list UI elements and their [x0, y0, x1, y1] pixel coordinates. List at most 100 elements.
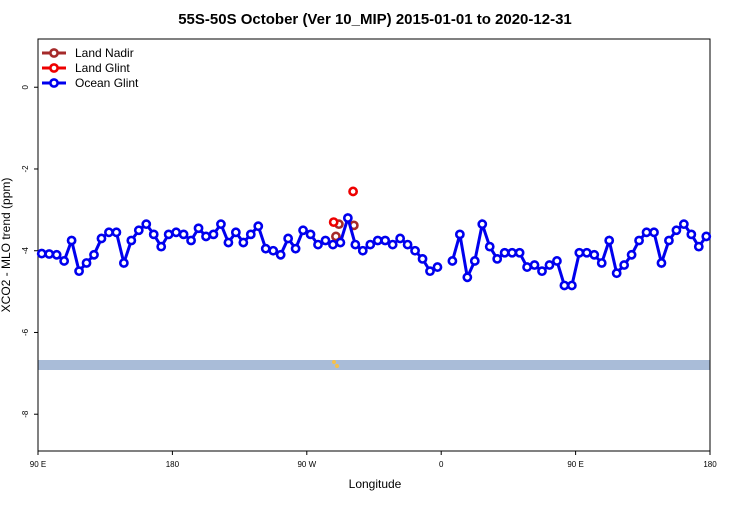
legend-swatch: [49, 63, 59, 73]
data-point: [331, 231, 341, 242]
data-point: [649, 227, 659, 238]
data-point: [156, 241, 167, 252]
data-point: [686, 229, 697, 240]
data-point: [566, 280, 577, 291]
data-point: [656, 258, 667, 268]
data-point: [253, 221, 264, 232]
data-point: [619, 260, 630, 270]
data-point: [365, 239, 376, 250]
data-point: [348, 186, 358, 197]
data-point: [201, 231, 211, 242]
data-point: [559, 280, 570, 291]
data-point: [141, 219, 152, 230]
y-tick-label: -6: [21, 328, 30, 336]
y-tick-label: 0: [21, 84, 30, 89]
data-point: [290, 243, 301, 254]
data-point: [395, 233, 406, 244]
legend-swatch: [49, 48, 59, 58]
data-point: [537, 266, 547, 277]
x-tick-label: 90 W: [297, 460, 316, 469]
data-point: [372, 235, 383, 246]
data-point: [589, 249, 600, 260]
data-point: [357, 245, 368, 256]
x-axis-label: Longitude: [349, 477, 402, 491]
data-point: [552, 256, 562, 266]
data-point: [186, 235, 196, 246]
data-point: [89, 249, 99, 260]
data-point: [350, 239, 361, 250]
chart-title: 55S-50S October (Ver 10_MIP) 2015-01-01 …: [178, 11, 572, 28]
data-point: [305, 229, 316, 240]
data-point: [81, 258, 92, 268]
data-point: [641, 227, 652, 238]
data-point: [701, 231, 712, 242]
data-point: [298, 225, 308, 236]
data-point: [469, 256, 480, 266]
data-point: [171, 227, 182, 238]
data-point: [581, 247, 592, 258]
data-point: [335, 237, 346, 248]
data-point: [111, 227, 122, 238]
strip-dot: [335, 364, 339, 368]
data-point: [604, 235, 615, 246]
data-point: [611, 268, 622, 279]
data-point: [693, 241, 704, 252]
legend-label: Land Glint: [75, 61, 130, 75]
data-point: [328, 239, 338, 250]
data-point: [387, 239, 398, 250]
data-point: [245, 229, 256, 240]
series: [328, 186, 358, 228]
data-point: [447, 256, 458, 266]
x-tick-label: 90 E: [30, 460, 46, 469]
data-point: [260, 243, 271, 254]
data-point: [671, 225, 682, 236]
data-point: [634, 235, 644, 246]
data-point: [507, 247, 518, 258]
y-axis-label: XCO2 - MLO trend (ppm): [0, 178, 13, 313]
data-point: [432, 262, 443, 272]
surface-strip: [38, 360, 710, 370]
data-point: [380, 235, 391, 246]
data-point: [230, 227, 241, 238]
data-point: [44, 249, 55, 259]
x-tick-label: 90 E: [567, 460, 583, 469]
data-point: [59, 256, 70, 266]
legend-label: Land Nadir: [75, 46, 134, 60]
data-point: [544, 260, 555, 270]
data-point: [223, 237, 234, 248]
x-tick-label: 180: [166, 460, 180, 469]
data-point: [36, 248, 47, 259]
data-point: [596, 258, 607, 268]
data-point: [664, 235, 674, 246]
legend-label: Ocean Glint: [75, 76, 139, 90]
data-point: [118, 258, 129, 268]
data-point: [626, 249, 637, 260]
data-point: [216, 219, 226, 230]
series: [36, 212, 712, 291]
data-point: [402, 239, 413, 250]
data-point: [529, 260, 540, 270]
data-point: [51, 249, 62, 260]
data-point: [514, 247, 525, 258]
data-point: [104, 227, 114, 238]
data-point: [522, 262, 532, 272]
legend-swatch: [49, 78, 59, 88]
data-point: [417, 253, 428, 264]
y-tick-label: -8: [21, 410, 30, 418]
data-point: [410, 245, 420, 256]
data-point: [148, 229, 159, 240]
plot-frame: [37, 38, 711, 452]
data-point: [499, 247, 510, 258]
data-point: [283, 233, 294, 244]
data-point: [96, 233, 107, 244]
data-point: [574, 247, 585, 258]
data-point: [163, 229, 174, 240]
y-tick-label: -4: [21, 247, 30, 255]
data-point: [678, 219, 689, 230]
data-point: [492, 253, 503, 264]
data-point: [425, 266, 435, 277]
data-point: [477, 219, 488, 230]
strip-dot: [332, 360, 336, 364]
